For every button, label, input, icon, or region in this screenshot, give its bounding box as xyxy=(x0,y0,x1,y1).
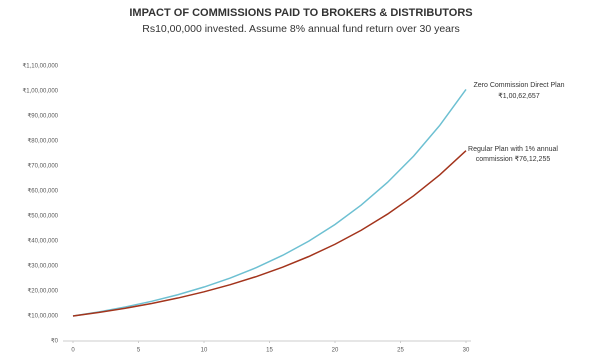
y-tick-label: ₹1,00,00,000 xyxy=(22,88,58,95)
y-tick-label: ₹40,00,000 xyxy=(27,238,58,245)
x-tick-label: 15 xyxy=(266,348,273,354)
chart-title: IMPACT OF COMMISSIONS PAID TO BROKERS & … xyxy=(129,7,472,19)
x-tick-label: 25 xyxy=(397,348,404,354)
y-tick-label: ₹60,00,000 xyxy=(27,188,58,195)
y-tick-label: ₹90,00,000 xyxy=(27,113,58,120)
annotation: Zero Commission Direct Plan xyxy=(473,82,564,89)
y-tick-label: ₹80,00,000 xyxy=(27,138,58,145)
y-tick-label: ₹50,00,000 xyxy=(27,213,58,220)
x-tick-label: 30 xyxy=(463,348,470,354)
x-tick-label: 0 xyxy=(71,348,75,354)
x-tick-label: 20 xyxy=(332,348,339,354)
y-tick-label: ₹10,00,000 xyxy=(27,313,58,320)
x-tick-label: 5 xyxy=(137,348,141,354)
series-line xyxy=(72,150,467,317)
chart-subtitle: Rs10,00,000 invested. Assume 8% annual f… xyxy=(142,23,460,35)
annotation: commission ₹76,12,255 xyxy=(476,155,551,163)
y-tick-label: ₹30,00,000 xyxy=(27,263,58,270)
y-tick-label: ₹1,10,00,000 xyxy=(22,63,58,70)
y-tick-label: ₹20,00,000 xyxy=(27,288,58,295)
y-tick-label: ₹70,00,000 xyxy=(27,163,58,170)
x-tick-label: 10 xyxy=(201,348,208,354)
annotation: ₹1,00,62,657 xyxy=(498,92,540,100)
series-line xyxy=(72,88,467,317)
y-tick-label: ₹0 xyxy=(51,338,59,345)
annotation: Regular Plan with 1% annual xyxy=(468,146,558,153)
